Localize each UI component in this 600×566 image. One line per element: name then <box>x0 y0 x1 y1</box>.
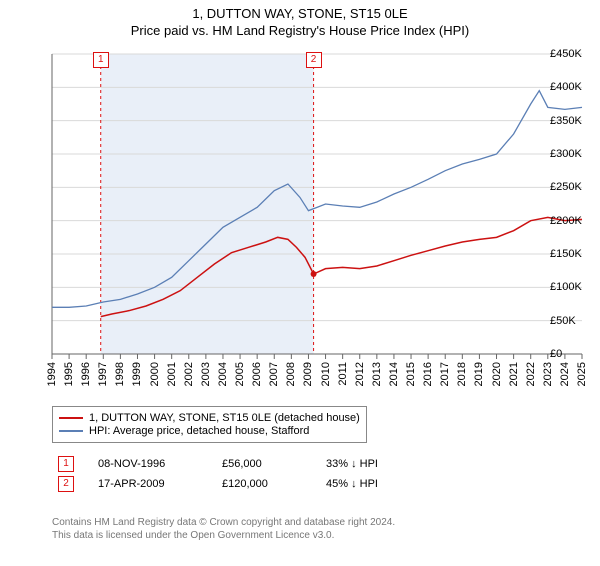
legend-swatch-hpi <box>59 430 83 432</box>
x-tick-label: 2012 <box>354 362 366 386</box>
x-tick-label: 2007 <box>268 362 280 386</box>
x-tick-label: 1998 <box>114 362 126 386</box>
x-tick-label: 2011 <box>337 362 349 386</box>
x-tick-label: 2013 <box>371 362 383 386</box>
transactions-table: 1 08-NOV-1996 £56,000 33% ↓ HPI 2 17-APR… <box>52 454 384 494</box>
y-tick-label: £400K <box>550 81 596 93</box>
x-tick-label: 2003 <box>200 362 212 386</box>
x-tick-label: 2001 <box>166 362 178 386</box>
x-tick-label: 1996 <box>80 362 92 386</box>
x-tick-label: 2020 <box>491 362 503 386</box>
x-tick-label: 2022 <box>525 362 537 386</box>
x-tick-label: 2024 <box>559 362 571 386</box>
x-tick-label: 2017 <box>439 362 451 386</box>
txn-delta-1: 33% ↓ HPI <box>326 458 378 470</box>
txn-marker-1: 1 <box>58 456 74 472</box>
footnote: Contains HM Land Registry data © Crown c… <box>52 516 395 542</box>
x-tick-label: 2000 <box>149 362 161 386</box>
x-tick-label: 2018 <box>456 362 468 386</box>
txn-delta-2: 45% ↓ HPI <box>326 478 378 490</box>
x-tick-label: 2008 <box>285 362 297 386</box>
x-tick-label: 2023 <box>542 362 554 386</box>
txn-date-2: 17-APR-2009 <box>98 478 198 490</box>
txn-date-1: 08-NOV-1996 <box>98 458 198 470</box>
x-tick-label: 2010 <box>320 362 332 386</box>
x-tick-label: 2021 <box>508 362 520 386</box>
x-tick-label: 2005 <box>234 362 246 386</box>
ref-marker: 2 <box>306 52 322 68</box>
y-tick-label: £350K <box>550 115 596 127</box>
legend-label-hpi: HPI: Average price, detached house, Staf… <box>89 425 309 437</box>
y-tick-label: £150K <box>550 248 596 260</box>
y-tick-label: £450K <box>550 48 596 60</box>
legend-label-price: 1, DUTTON WAY, STONE, ST15 0LE (detached… <box>89 412 360 424</box>
x-tick-label: 2004 <box>217 362 229 386</box>
y-tick-label: £200K <box>550 215 596 227</box>
x-tick-label: 2014 <box>388 362 400 386</box>
y-tick-label: £300K <box>550 148 596 160</box>
x-tick-label: 1999 <box>131 362 143 386</box>
x-tick-label: 2015 <box>405 362 417 386</box>
txn-price-2: £120,000 <box>222 478 302 490</box>
x-tick-label: 2006 <box>251 362 263 386</box>
txn-marker-2: 2 <box>58 476 74 492</box>
y-tick-label: £250K <box>550 181 596 193</box>
txn-price-1: £56,000 <box>222 458 302 470</box>
x-tick-label: 1997 <box>97 362 109 386</box>
legend-swatch-price <box>59 417 83 419</box>
x-tick-label: 2002 <box>183 362 195 386</box>
x-tick-label: 2025 <box>576 362 588 386</box>
x-tick-label: 1995 <box>63 362 75 386</box>
y-tick-label: £50K <box>550 315 596 327</box>
x-tick-label: 2019 <box>473 362 485 386</box>
x-tick-label: 1994 <box>46 362 58 386</box>
x-tick-label: 2016 <box>422 362 434 386</box>
legend: 1, DUTTON WAY, STONE, ST15 0LE (detached… <box>52 406 367 443</box>
x-tick-label: 2009 <box>302 362 314 386</box>
footnote-line-1: Contains HM Land Registry data © Crown c… <box>52 516 395 529</box>
y-tick-label: £100K <box>550 281 596 293</box>
ref-marker: 1 <box>93 52 109 68</box>
footnote-line-2: This data is licensed under the Open Gov… <box>52 529 395 542</box>
y-tick-label: £0 <box>550 348 596 360</box>
